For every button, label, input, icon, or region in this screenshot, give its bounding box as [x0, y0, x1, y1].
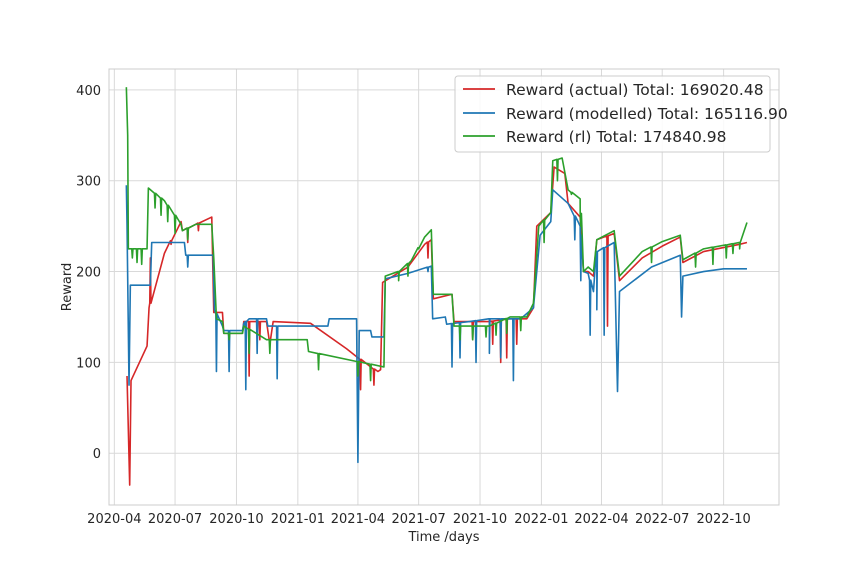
y-tick-labels: 0 100 200 300 400	[76, 84, 101, 462]
x-tick-label: 2021-07	[391, 512, 445, 527]
x-tick-label: 2022-01	[514, 512, 568, 527]
plot-frame	[108, 68, 780, 506]
x-tick-label: 2022-04	[574, 512, 628, 527]
x-tick-label: 2020-10	[209, 512, 263, 527]
legend-label-rl: Reward (rl) Total: 174840.98	[506, 128, 727, 146]
x-axis-label: Time /days	[407, 530, 479, 545]
legend: Reward (actual) Total: 169020.48 Reward …	[454, 75, 788, 153]
x-tick-label: 2022-10	[696, 512, 750, 527]
x-tick-label: 2021-04	[331, 512, 385, 527]
x-tick-label: 2021-10	[453, 512, 507, 527]
x-tick-labels: 2020-04 2020-07 2020-10 2021-01 2021-04 2021-…	[87, 512, 751, 527]
y-tick-label: 0	[93, 447, 101, 462]
y-tick-label: 200	[76, 266, 101, 281]
legend-box	[454, 75, 771, 153]
legend-label-actual: Reward (actual) Total: 169020.48	[506, 81, 764, 99]
x-tick-label: 2022-07	[635, 512, 689, 527]
series-layer	[125, 87, 748, 486]
legend-label-modelled: Reward (modelled) Total: 165116.90	[506, 105, 788, 123]
y-tick-label: 400	[76, 84, 101, 99]
y-tick-label: 300	[76, 175, 101, 190]
x-tick-label: 2021-01	[271, 512, 325, 527]
series-line-rl	[125, 87, 748, 382]
x-tick-label: 2020-07	[148, 512, 202, 527]
y-tick-label: 100	[76, 356, 101, 371]
y-axis-label: Reward	[60, 263, 75, 311]
x-tick-label: 2020-04	[87, 512, 141, 527]
series-line-modelled	[125, 185, 747, 464]
